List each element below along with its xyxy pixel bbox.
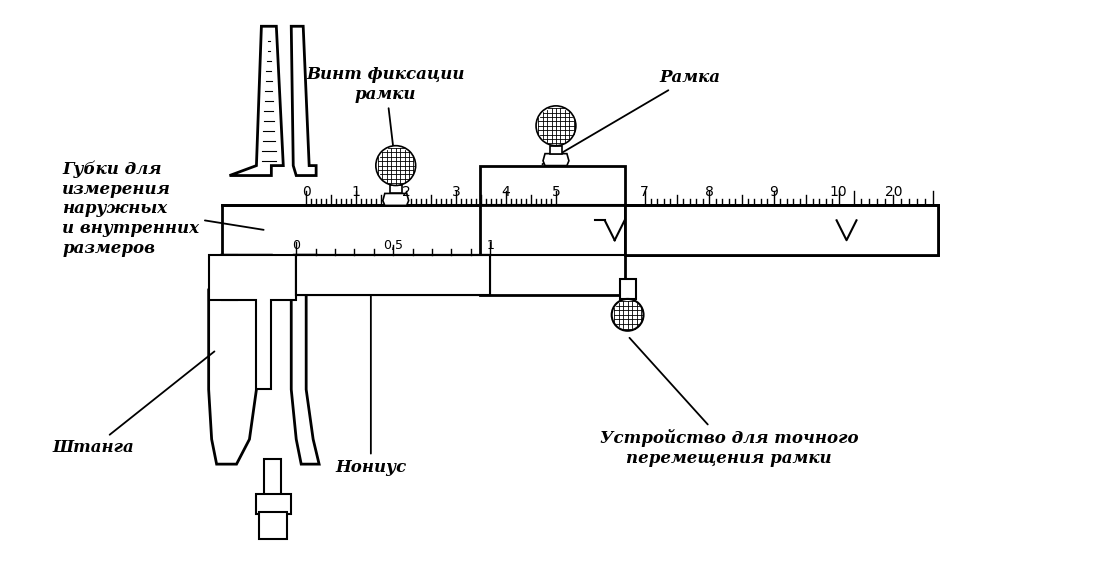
Polygon shape	[296, 255, 490, 295]
Text: 20: 20	[884, 185, 902, 200]
Text: 7: 7	[640, 185, 649, 200]
Text: 0,5: 0,5	[384, 239, 403, 252]
Polygon shape	[480, 165, 625, 295]
Text: 9: 9	[769, 185, 778, 200]
Polygon shape	[390, 185, 402, 193]
Circle shape	[536, 106, 575, 146]
Polygon shape	[383, 193, 409, 205]
Text: Нониус: Нониус	[335, 293, 407, 476]
Polygon shape	[619, 279, 636, 299]
Text: Винт фиксации
рамки: Винт фиксации рамки	[307, 66, 465, 166]
Text: 1: 1	[352, 185, 361, 200]
Polygon shape	[221, 205, 938, 255]
Polygon shape	[543, 154, 569, 165]
Text: 4: 4	[502, 185, 511, 200]
Polygon shape	[296, 255, 490, 295]
Polygon shape	[550, 146, 562, 154]
Circle shape	[612, 299, 643, 331]
Polygon shape	[221, 255, 237, 300]
Polygon shape	[260, 512, 287, 539]
Text: 3: 3	[452, 185, 460, 200]
Text: Губки для
измерения
наружных
и внутренних
размеров: Губки для измерения наружных и внутренни…	[62, 161, 264, 256]
Polygon shape	[625, 205, 938, 255]
Text: Штанга: Штанга	[53, 351, 215, 456]
Polygon shape	[292, 255, 319, 464]
Polygon shape	[208, 255, 272, 464]
Text: 8: 8	[705, 185, 713, 200]
Text: Рамка: Рамка	[543, 69, 720, 164]
Text: 5: 5	[551, 185, 560, 200]
Polygon shape	[256, 494, 292, 514]
Polygon shape	[264, 459, 282, 509]
Text: 2: 2	[402, 185, 411, 200]
Circle shape	[376, 146, 415, 185]
Polygon shape	[292, 26, 316, 176]
Text: 0: 0	[293, 239, 300, 252]
Text: 10: 10	[830, 185, 847, 200]
Text: 0: 0	[301, 185, 310, 200]
Text: 1: 1	[487, 239, 494, 252]
Polygon shape	[208, 255, 296, 390]
Polygon shape	[229, 26, 283, 176]
Text: Устройство для точного
перемещения рамки: Устройство для точного перемещения рамки	[600, 338, 858, 467]
